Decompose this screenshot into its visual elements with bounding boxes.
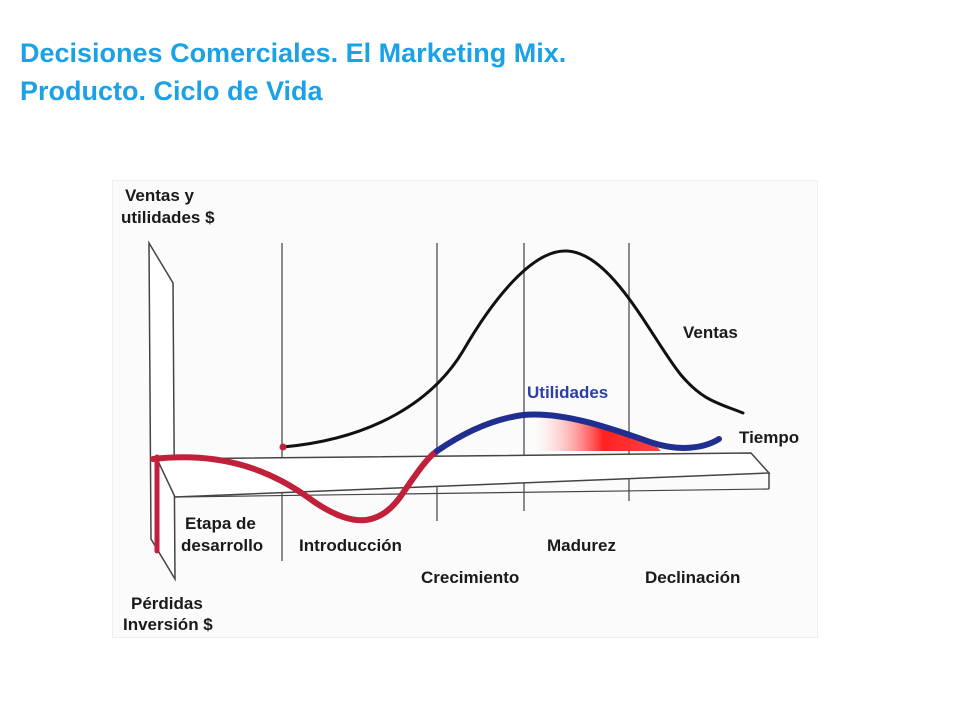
- profit-curve-label: Utilidades: [527, 383, 608, 402]
- stage-growth-label: Crecimiento: [421, 568, 519, 587]
- profit-curve-positive: [434, 411, 722, 454]
- life-cycle-svg: Ventas y utilidades $ Ventas Utilidades …: [121, 186, 799, 634]
- stage-development-label-line-1: Etapa de: [185, 514, 256, 533]
- sales-curve: [281, 249, 745, 449]
- stage-introduction-label: Introducción: [299, 536, 402, 555]
- y-axis-top-label-line-2: utilidades $: [121, 208, 215, 227]
- stage-development-label-line-2: desarrollo: [181, 536, 263, 555]
- profit-curve-loss: [150, 448, 440, 524]
- profit-area-fill: [533, 417, 661, 451]
- stage-decline-label: Declinación: [645, 568, 740, 587]
- y-axis-bottom-label-line-2: Inversión $: [123, 615, 213, 634]
- slide-title-line-2: Producto. Ciclo de Vida: [20, 76, 323, 106]
- vertical-axis-board: [148, 240, 176, 582]
- slide-title: Decisiones Comerciales. El Marketing Mix…: [20, 34, 566, 110]
- sales-curve-label: Ventas: [683, 323, 738, 342]
- slide-title-line-1: Decisiones Comerciales. El Marketing Mix…: [20, 38, 567, 68]
- y-axis-bottom-label-line-1: Pérdidas: [131, 594, 203, 613]
- product-life-cycle-diagram: Ventas y utilidades $ Ventas Utilidades …: [112, 180, 818, 638]
- time-axis-bottom-edge: [174, 488, 770, 498]
- y-axis-top-label-line-1: Ventas y: [125, 186, 195, 205]
- stage-maturity-label: Madurez: [547, 536, 616, 555]
- sales-curve-start-dot: [279, 443, 287, 451]
- time-axis-label: Tiempo: [739, 428, 799, 447]
